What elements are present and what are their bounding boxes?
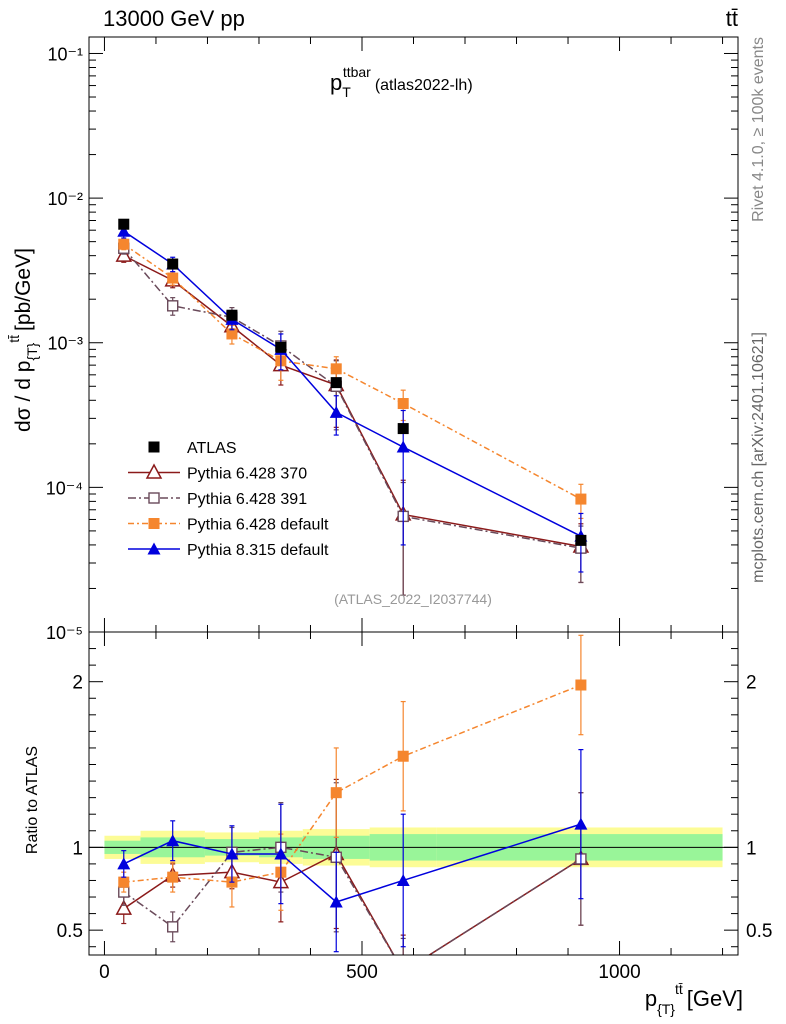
- data-point: [167, 272, 179, 284]
- main-plot: 10⁻⁵ 10⁻⁴ 10⁻³ 10⁻² 10⁻¹ pTttbar(atlas2022-l…: [6, 36, 739, 643]
- y-tick-label: 10⁻⁴: [46, 478, 83, 498]
- data-point: [396, 440, 410, 453]
- data-point: [167, 300, 179, 312]
- data-point: [397, 398, 409, 410]
- x-axis-label-unit: [GeV]: [687, 986, 743, 1011]
- ratio-line: [123, 852, 582, 955]
- legend-marker: [145, 463, 163, 479]
- legend-label: Pythia 6.428 370: [187, 466, 307, 483]
- series-atlas: [118, 218, 587, 546]
- ratio-point: [575, 679, 587, 691]
- x-axis-label-main: p: [645, 986, 657, 1011]
- plot-title-rest: (atlas2022-lh): [375, 77, 473, 94]
- ratio-tick-label-right: 1: [746, 838, 757, 859]
- data-point: [330, 363, 342, 375]
- x-axis-label: p{T}tt̄ [GeV]: [645, 981, 743, 1017]
- legend-label: Pythia 6.428 default: [187, 517, 329, 534]
- legend-item: ATLAS: [148, 440, 237, 457]
- ratio-point: [167, 921, 179, 933]
- data-point: [397, 423, 409, 435]
- ratio-point: [115, 899, 133, 915]
- rivet-version-label: Rivet 4.1.0, ≥ 100k events: [750, 37, 767, 222]
- data-point: [226, 328, 238, 340]
- legend: ATLAS Pythia 6.428 370 Pythia 6.428 391 Pyt…: [128, 440, 329, 559]
- data-point: [117, 224, 131, 237]
- ratio-axis-ticks: 0.5 0.5 1 1 2 2: [57, 632, 772, 955]
- legend-item: Pythia 8.315 default: [128, 542, 329, 559]
- analysis-id-label: (ATLAS_2022_I2037744): [334, 591, 492, 607]
- ratio-series-pythia-8-315-default: [117, 749, 588, 953]
- y-tick-label: 10⁻⁵: [46, 623, 83, 643]
- x-tick-label: 1000: [598, 962, 640, 983]
- data-point: [118, 218, 130, 230]
- ratio-series-group: [115, 634, 590, 955]
- ratio-tick-label-left: 2: [72, 673, 83, 694]
- y-tick-label: 10⁻³: [47, 334, 83, 354]
- plot-title-main: p: [330, 70, 342, 95]
- ratio-tick-label-right: 2: [746, 673, 757, 694]
- ratio-point: [274, 847, 288, 860]
- legend-marker: [147, 542, 161, 555]
- data-point: [330, 377, 342, 389]
- y-tick-label: 10⁻²: [47, 189, 83, 209]
- y-axis-label-unit: [pb/GeV]: [12, 248, 35, 331]
- main-axis-ticks: 10⁻⁵ 10⁻⁴ 10⁻³ 10⁻² 10⁻¹: [46, 37, 738, 643]
- ratio-point: [166, 834, 180, 847]
- legend-label: Pythia 8.315 default: [187, 542, 329, 559]
- ratio-plot: 0.5 0.5 1 1 2 2 Ratio to ATLAS: [24, 631, 772, 956]
- data-point: [118, 238, 130, 250]
- plot-title-sub: T: [342, 84, 351, 100]
- legend-label: ATLAS: [187, 440, 237, 457]
- data-point: [275, 341, 287, 353]
- x-tick-labels: 0 500 1000: [99, 962, 641, 983]
- y-axis-label: dσ / d p{T}tt̄ [pb/GeV]: [6, 248, 40, 432]
- y-axis-label-main: dσ / d p: [12, 361, 35, 432]
- svg-text:dσ / d p{T}tt̄[pb/GeV]: dσ / d p{T}tt̄ [pb/GeV]: [6, 248, 40, 432]
- mcplots-label: mcplots.cern.ch [arXiv:2401.10621]: [750, 332, 767, 583]
- ratio-point: [167, 871, 179, 883]
- ratio-point: [574, 817, 588, 830]
- legend-marker: [148, 518, 160, 529]
- ratio-tick-label-left: 0.5: [57, 921, 83, 942]
- data-point: [329, 405, 343, 418]
- ratio-tick-label-left: 1: [72, 838, 83, 859]
- plot-title-sup: ttbar: [343, 64, 371, 80]
- ratio-point: [117, 857, 131, 870]
- legend-marker: [148, 441, 160, 453]
- ratio-tick-label-right: 0.5: [746, 921, 772, 942]
- process-label: 13000 GeV pp: [103, 6, 245, 31]
- x-tick-label: 500: [346, 962, 378, 983]
- main-series-group: [115, 218, 590, 596]
- ratio-uncertainty-bands: [89, 827, 738, 868]
- ratio-point: [329, 895, 343, 908]
- ratio-plot-frame: [88, 631, 739, 956]
- y-tick-label: 10⁻¹: [47, 44, 83, 64]
- x-tick-label: 0: [99, 962, 110, 983]
- legend-item: Pythia 6.428 default: [128, 517, 329, 534]
- data-point: [167, 258, 179, 270]
- y-axis-label-sup: tt̄: [6, 335, 22, 343]
- ratio-point: [396, 873, 410, 886]
- legend-label: Pythia 6.428 391: [187, 491, 307, 508]
- legend-item: Pythia 6.428 391: [128, 491, 307, 508]
- y-axis-label-sub: {T}: [24, 342, 40, 360]
- ratio-point: [225, 847, 239, 860]
- legend-item: Pythia 6.428 370: [128, 463, 307, 483]
- x-axis-label-sup: tt̄: [675, 981, 683, 997]
- data-point: [575, 534, 587, 546]
- x-axis-label-sub: {T}: [657, 1001, 675, 1017]
- data-point: [575, 493, 587, 505]
- ratio-point: [397, 750, 409, 762]
- data-point: [226, 309, 238, 321]
- ratio-point: [118, 876, 130, 888]
- legend-marker: [148, 492, 160, 504]
- channel-label: tt̄: [726, 6, 738, 31]
- ratio-point: [330, 787, 342, 799]
- ratio-series-pythia-6-428-default: [118, 634, 587, 911]
- ratio-y-axis-label: Ratio to ATLAS: [24, 746, 41, 854]
- plot-title: pTttbar(atlas2022-lh): [330, 64, 473, 100]
